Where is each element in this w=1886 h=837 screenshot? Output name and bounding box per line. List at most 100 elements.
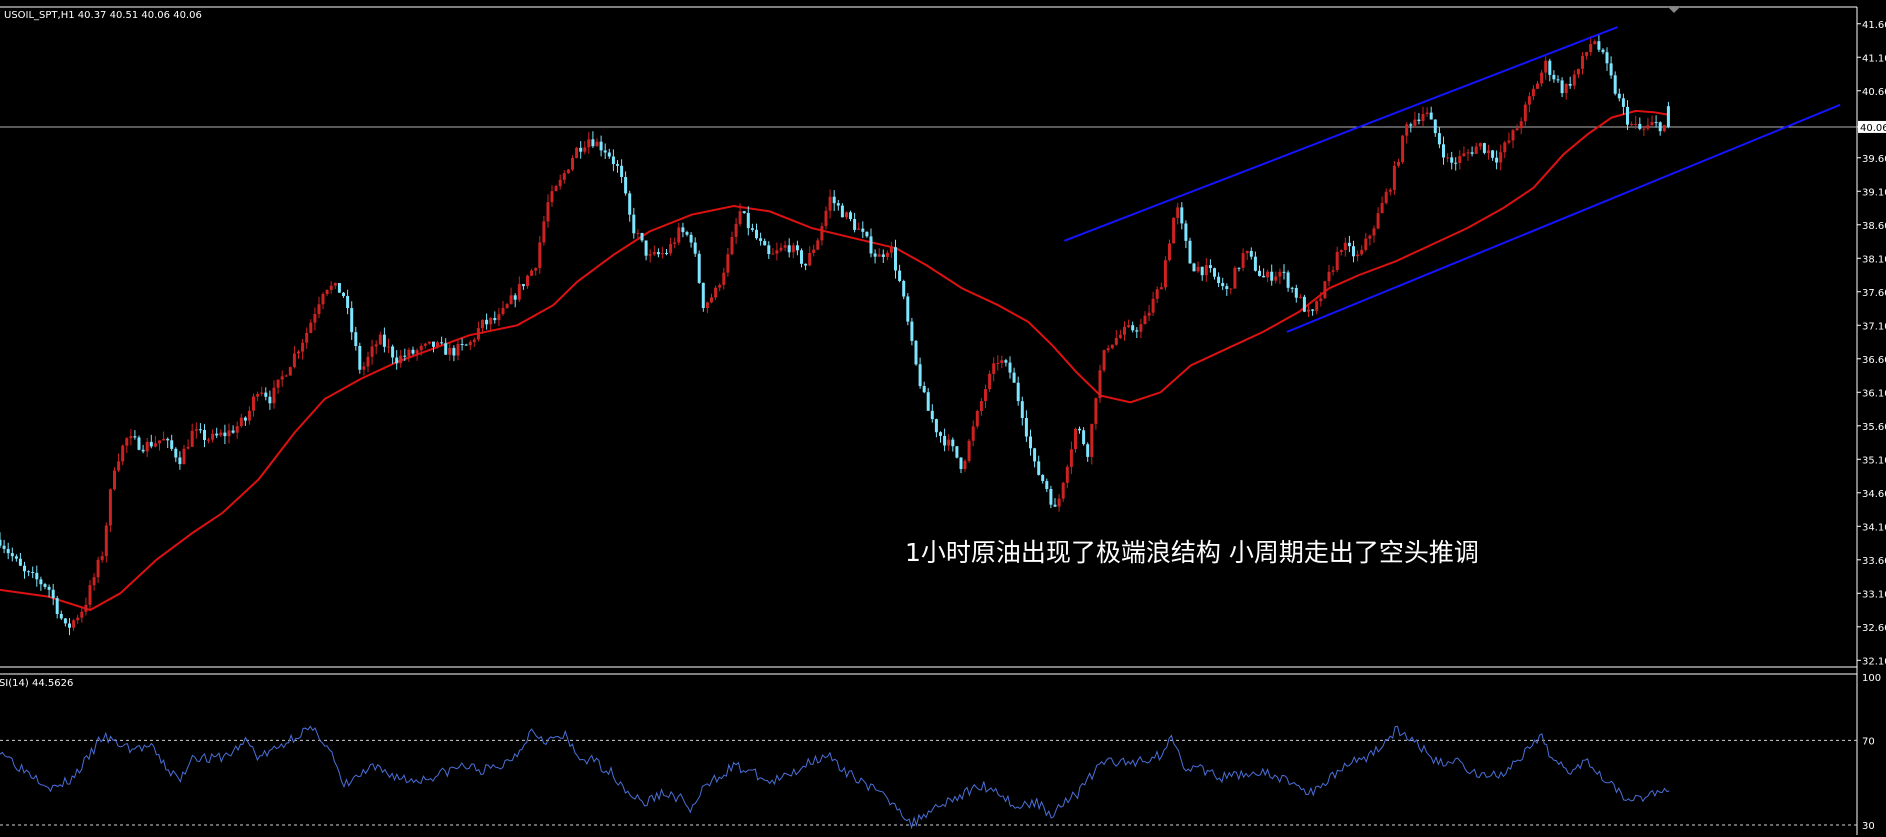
candle-body bbox=[1290, 287, 1294, 289]
candle-body bbox=[1110, 344, 1114, 349]
candle-body bbox=[382, 334, 386, 347]
candle-body bbox=[963, 460, 967, 469]
candle-body bbox=[705, 302, 709, 308]
candle-body bbox=[497, 314, 501, 321]
candle-body bbox=[96, 559, 100, 578]
candle-body bbox=[207, 439, 210, 441]
price-tick-label: 35.60 bbox=[1862, 422, 1886, 433]
candle-body bbox=[1466, 152, 1470, 154]
candle-body bbox=[988, 373, 992, 390]
candle-body bbox=[1556, 79, 1560, 81]
candle-body bbox=[628, 193, 632, 215]
candle-body bbox=[391, 346, 395, 358]
candle-body bbox=[342, 292, 345, 297]
candle-body bbox=[595, 141, 599, 147]
candle-body bbox=[264, 392, 268, 397]
candle-body bbox=[468, 342, 472, 346]
candle-body bbox=[1200, 266, 1204, 276]
candle-body bbox=[427, 341, 431, 344]
candle-body bbox=[231, 430, 235, 433]
candle-body bbox=[223, 432, 227, 437]
candle-body bbox=[141, 449, 145, 452]
price-tick-label: 41.60 bbox=[1862, 20, 1886, 31]
candle-body bbox=[76, 617, 80, 621]
rsi-line bbox=[0, 725, 1670, 830]
rsi-tick-label: 70 bbox=[1862, 736, 1875, 747]
candle-body bbox=[845, 212, 848, 218]
candle-body bbox=[23, 565, 26, 572]
candle-body bbox=[951, 439, 955, 447]
candle-body bbox=[1446, 157, 1450, 159]
candle-body bbox=[718, 284, 722, 288]
candle-body bbox=[787, 245, 791, 253]
candle-body bbox=[853, 219, 857, 230]
price-tick-label: 36.10 bbox=[1862, 388, 1886, 399]
candle-body bbox=[571, 158, 574, 170]
candle-body bbox=[1413, 119, 1417, 126]
candle-body bbox=[1613, 75, 1617, 94]
candle-body bbox=[1225, 286, 1229, 289]
candle-body bbox=[1433, 119, 1437, 134]
candle-body bbox=[350, 308, 354, 333]
candle-body bbox=[1478, 143, 1482, 147]
candle-body bbox=[1196, 266, 1200, 272]
candle-body bbox=[1033, 448, 1037, 462]
candle-body bbox=[329, 285, 333, 290]
rsi-panel: 100 70 30 bbox=[0, 673, 1881, 832]
candle-body bbox=[215, 433, 219, 436]
candle-body bbox=[137, 437, 141, 450]
candle-body bbox=[1229, 288, 1233, 290]
candle-body bbox=[808, 253, 812, 266]
candle-body bbox=[125, 438, 129, 446]
candle-body bbox=[354, 332, 358, 346]
price-tick-label: 38.60 bbox=[1862, 221, 1886, 232]
candle-body bbox=[88, 585, 92, 605]
candle-body bbox=[1307, 309, 1310, 312]
candle-body bbox=[1531, 88, 1535, 97]
candle-body bbox=[493, 318, 497, 321]
candle-body bbox=[599, 141, 603, 151]
candle-body bbox=[1270, 271, 1274, 281]
candle-body bbox=[1266, 271, 1270, 278]
candle-body bbox=[227, 430, 231, 437]
candle-body bbox=[133, 436, 137, 438]
candle-body bbox=[517, 284, 521, 300]
candle-body bbox=[117, 461, 121, 471]
candle-body bbox=[861, 228, 865, 232]
candle-body bbox=[1172, 217, 1176, 244]
candle-body bbox=[996, 363, 1000, 364]
candle-body bbox=[530, 270, 534, 276]
candle-body bbox=[113, 470, 116, 490]
candle-body bbox=[1237, 267, 1241, 269]
candle-body bbox=[767, 245, 771, 254]
current-price-badge bbox=[1858, 120, 1886, 133]
candle-body bbox=[1397, 162, 1400, 166]
candle-body bbox=[1274, 276, 1278, 281]
trend-channel[interactable] bbox=[1064, 26, 1841, 333]
candle-body bbox=[816, 240, 820, 250]
candle-body bbox=[1654, 122, 1658, 124]
candle-body bbox=[1184, 223, 1188, 241]
candle-body bbox=[795, 245, 799, 251]
candle-body bbox=[902, 281, 906, 297]
candle-body bbox=[984, 389, 987, 402]
candle-body bbox=[1589, 44, 1593, 53]
candle-body bbox=[971, 426, 975, 441]
candle-body bbox=[771, 253, 775, 255]
candle-body bbox=[849, 212, 852, 219]
candle-body bbox=[235, 426, 239, 433]
candle-body bbox=[914, 340, 918, 365]
candle-body bbox=[395, 357, 399, 364]
candle-body bbox=[636, 233, 640, 234]
candle-body bbox=[624, 177, 628, 194]
candle-body bbox=[1082, 430, 1086, 445]
candle-body bbox=[1482, 143, 1486, 153]
candle-body bbox=[1151, 298, 1155, 313]
moving-average-line bbox=[0, 109, 1670, 612]
candle-body bbox=[1323, 281, 1327, 299]
candle-body bbox=[1626, 106, 1629, 125]
rsi-tick-label: 100 bbox=[1862, 673, 1881, 684]
candle-body bbox=[190, 430, 194, 447]
candle-body bbox=[1409, 124, 1413, 126]
